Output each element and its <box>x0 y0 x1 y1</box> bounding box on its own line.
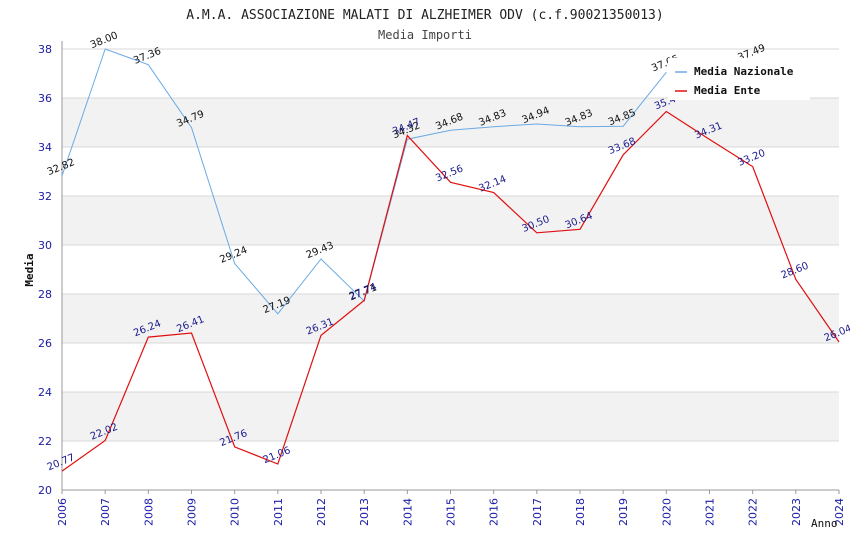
data-label-nazionale: 38.00 <box>89 30 120 51</box>
x-tick-label: 2017 <box>531 498 544 526</box>
x-tick-label: 2010 <box>229 498 242 526</box>
grid-band <box>62 196 839 245</box>
y-tick-labels: 20 22 24 26 28 30 32 34 36 38 <box>38 43 52 497</box>
x-tick-label: 2016 <box>488 498 501 526</box>
y-tick-label: 28 <box>38 288 52 301</box>
legend: Media Nazionale Media Ente <box>668 58 810 100</box>
x-tick-label: 2015 <box>445 498 458 526</box>
data-label-nazionale: 29.24 <box>218 245 249 266</box>
x-tick-label: 2020 <box>660 498 673 526</box>
y-tick-label: 38 <box>38 43 52 56</box>
data-label-ente: 20.77 <box>46 452 77 473</box>
x-tick-label: 2018 <box>574 498 587 526</box>
x-tick-label: 2022 <box>747 498 760 526</box>
data-label-nazionale: 32.82 <box>46 157 77 178</box>
x-tick-label: 2008 <box>142 498 155 526</box>
grid-band <box>62 392 839 441</box>
y-tick-label: 32 <box>38 190 52 203</box>
legend-label-nazionale: Media Nazionale <box>694 65 794 78</box>
x-tick-labels: 2006 2007 2008 2009 2010 2011 2012 2013 2014 2015… <box>56 498 846 526</box>
x-axis-label: Anno <box>811 517 838 530</box>
x-tick-label: 2014 <box>401 498 414 526</box>
y-tick-label: 34 <box>38 141 52 154</box>
y-tick-label: 30 <box>38 239 52 252</box>
grid-lines <box>62 48 839 491</box>
data-label-ente: 32.14 <box>477 174 508 195</box>
legend-background <box>668 58 810 100</box>
x-tick-label: 2007 <box>99 498 112 526</box>
grid-band <box>62 294 839 343</box>
legend-label-ente: Media Ente <box>694 84 761 97</box>
series-lines <box>61 49 840 472</box>
y-tick-label: 36 <box>38 92 52 105</box>
x-tick-label: 2013 <box>358 498 371 526</box>
x-tick-label: 2011 <box>272 498 285 526</box>
x-tick-label: 2012 <box>315 498 328 526</box>
axes <box>61 41 840 494</box>
y-tick-label: 24 <box>38 386 52 399</box>
x-tick-label: 2023 <box>790 498 803 526</box>
x-tick-label: 2009 <box>186 498 199 526</box>
y-tick-label: 20 <box>38 484 52 497</box>
x-tick-label: 2021 <box>704 498 717 526</box>
y-axis-label: Media <box>23 253 36 286</box>
y-tick-label: 26 <box>38 337 52 350</box>
x-tick-label: 2006 <box>56 498 69 526</box>
chart-title: A.M.A. ASSOCIAZIONE MALATI DI ALZHEIMER … <box>186 8 663 23</box>
x-tick-label: 2024 <box>833 498 846 526</box>
y-tick-label: 22 <box>38 435 52 448</box>
series-line-ente <box>61 110 840 472</box>
x-tick-label: 2019 <box>617 498 630 526</box>
grid-bands <box>62 98 839 441</box>
series-line-nazionale <box>62 49 753 314</box>
chart-subtitle: Media Importi <box>378 28 472 42</box>
